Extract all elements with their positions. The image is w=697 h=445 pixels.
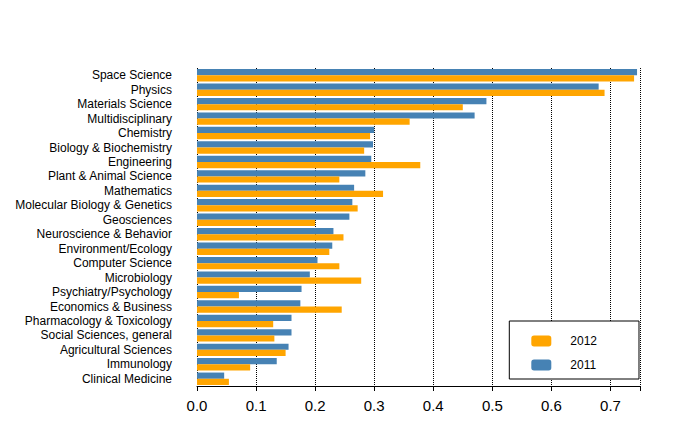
svg-text:Agricultural Sciences: Agricultural Sciences: [60, 343, 172, 357]
svg-text:Neuroscience & Behavior: Neuroscience & Behavior: [37, 227, 172, 241]
svg-text:Environment/Ecology: Environment/Ecology: [59, 242, 172, 256]
svg-text:0.0: 0.0: [187, 397, 208, 414]
svg-text:0.4: 0.4: [423, 397, 444, 414]
svg-text:Mathematics: Mathematics: [104, 184, 172, 198]
svg-text:0.7: 0.7: [600, 397, 621, 414]
svg-text:0.6: 0.6: [541, 397, 562, 414]
svg-text:0.1: 0.1: [246, 397, 267, 414]
svg-text:Social Sciences, general: Social Sciences, general: [41, 328, 172, 342]
svg-text:Molecular Biology & Genetics: Molecular Biology & Genetics: [15, 198, 172, 212]
svg-text:Engineering: Engineering: [108, 155, 172, 169]
svg-text:Microbiology: Microbiology: [105, 271, 172, 285]
svg-text:Physics: Physics: [131, 83, 172, 97]
svg-text:0.2: 0.2: [305, 397, 326, 414]
svg-text:Psychiatry/Psychology: Psychiatry/Psychology: [52, 285, 172, 299]
svg-text:Computer Science: Computer Science: [73, 256, 172, 270]
svg-text:0.5: 0.5: [482, 397, 503, 414]
svg-text:Biology & Biochemistry: Biology & Biochemistry: [49, 141, 172, 155]
svg-text:Plant & Animal Science: Plant & Animal Science: [48, 169, 172, 183]
svg-text:Immunology: Immunology: [107, 357, 172, 371]
svg-text:Space Science: Space Science: [92, 68, 172, 82]
svg-text:Geosciences: Geosciences: [103, 213, 172, 227]
svg-text:2011: 2011: [570, 358, 596, 372]
svg-text:0.3: 0.3: [364, 397, 385, 414]
svg-text:Clinical Medicine: Clinical Medicine: [82, 372, 172, 386]
svg-text:Pharmacology & Toxicology: Pharmacology & Toxicology: [25, 314, 172, 328]
svg-text:Economics & Business: Economics & Business: [50, 300, 172, 314]
svg-text:2012: 2012: [570, 334, 597, 348]
svg-text:Multidisciplinary: Multidisciplinary: [87, 112, 172, 126]
svg-text:Chemistry: Chemistry: [118, 126, 172, 140]
svg-text:Materials Science: Materials Science: [77, 97, 172, 111]
